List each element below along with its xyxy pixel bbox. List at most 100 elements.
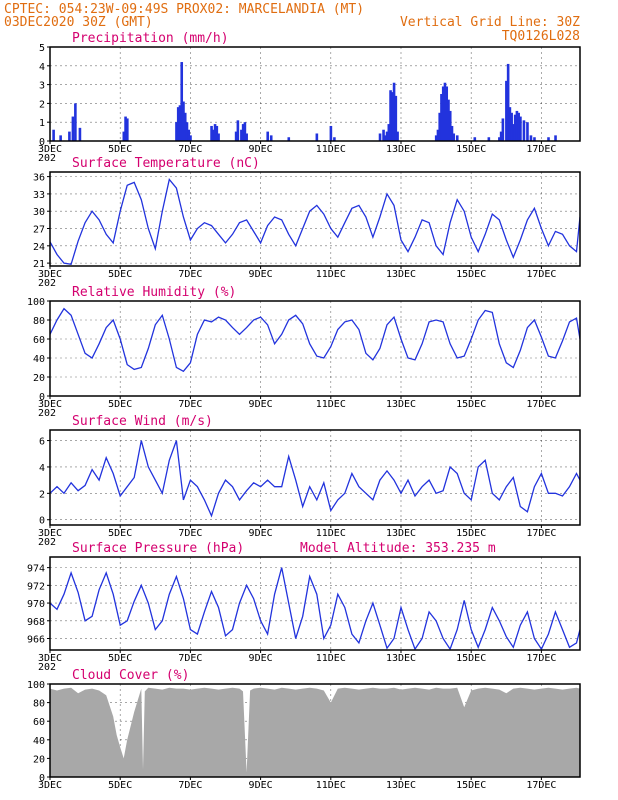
year-label: 202 xyxy=(38,408,56,419)
x-tick-label: 3DEC xyxy=(38,528,62,539)
x-tick-label: 5DEC xyxy=(108,144,132,155)
precip-bar xyxy=(383,135,387,141)
x-tick-label: 9DEC xyxy=(249,144,273,155)
x-tick-label: 11DEC xyxy=(316,653,346,664)
y-tick-label: 80 xyxy=(33,316,45,327)
y-tick-label: 0 xyxy=(39,137,45,148)
x-tick-label: 3DEC xyxy=(38,144,62,155)
precip-bar xyxy=(447,99,450,141)
precip-bar xyxy=(215,125,219,141)
y-tick-label: 2 xyxy=(39,489,45,500)
y-tick-label: 27 xyxy=(33,225,45,236)
precip-bar xyxy=(506,63,510,141)
wind-panel: 0 2 4 6 3DEC 5DEC 7DEC 9DEC 11DEC 13DEC 15DEC 17DEC… xyxy=(38,414,581,548)
header-model-id: TQ0126L028 xyxy=(502,29,580,44)
y-tick-label: 30 xyxy=(33,207,45,218)
precip-bar xyxy=(452,133,456,141)
y-tick-label: 36 xyxy=(33,173,45,184)
y-tick-label: 40 xyxy=(33,354,45,365)
precip-bar xyxy=(240,129,243,141)
header-station: CPTEC: 054:23W-09:49S PROX02: MARCELANDI… xyxy=(4,2,364,17)
precip-bar xyxy=(187,129,191,141)
precip-bar xyxy=(487,137,491,141)
y-tick-label: 20 xyxy=(33,754,45,765)
header-grid-note: Vertical Grid Line: 30Z xyxy=(400,15,580,30)
precip-bar xyxy=(448,110,452,141)
y-tick-label: 4 xyxy=(39,463,45,474)
precip-bar xyxy=(387,124,391,141)
cloud-panel: 0 20 40 60 80 100 3DEC 5DEC 7DEC 9DEC 11DEC 13DEC 15… xyxy=(27,668,581,791)
precip-bar xyxy=(243,122,247,141)
x-tick-label: 15DEC xyxy=(456,528,486,539)
precip-bar xyxy=(389,90,392,141)
precip-bar xyxy=(455,135,459,141)
precip-bar xyxy=(533,137,536,141)
precip-bar xyxy=(236,120,240,141)
precip-bar xyxy=(547,137,550,141)
x-tick-label: 7DEC xyxy=(178,399,202,410)
precip-bar xyxy=(180,62,184,141)
x-tick-label: 5DEC xyxy=(108,528,132,539)
precip-bar xyxy=(515,110,519,141)
pressure-title: Surface Pressure (hPa) xyxy=(72,541,244,556)
x-tick-label: 7DEC xyxy=(178,144,202,155)
x-tick-label: 5DEC xyxy=(108,653,132,664)
x-tick-label: 17DEC xyxy=(526,399,556,410)
precip-bar xyxy=(443,82,447,141)
precip-bar xyxy=(245,133,248,141)
y-tick-label: 0 xyxy=(39,516,45,527)
precip-bar xyxy=(126,118,129,141)
wind-title: Surface Wind (m/s) xyxy=(72,414,213,429)
x-tick-label: 11DEC xyxy=(316,144,346,155)
year-label: 202 xyxy=(38,278,56,289)
x-tick-label: 7DEC xyxy=(178,269,202,280)
x-tick-label: 11DEC xyxy=(316,269,346,280)
precip-bar xyxy=(74,103,77,141)
x-tick-label: 3DEC xyxy=(38,780,62,791)
precip-bar xyxy=(498,137,501,141)
x-tick-label: 5DEC xyxy=(108,780,132,791)
precip-bar xyxy=(513,114,517,141)
precip-bar xyxy=(529,135,533,141)
y-tick-label: 60 xyxy=(33,335,45,346)
temperature-panel: 21 24 27 30 33 36 3DEC 5DEC 7DEC 9DEC 11DEC 13DEC 15… xyxy=(33,156,581,289)
precip-bar xyxy=(71,116,75,141)
x-tick-label: 15DEC xyxy=(456,399,486,410)
x-tick-label: 17DEC xyxy=(526,144,556,155)
x-tick-label: 3DEC xyxy=(38,399,62,410)
x-tick-label: 9DEC xyxy=(249,269,273,280)
y-tick-label: 40 xyxy=(33,736,45,747)
x-tick-label: 13DEC xyxy=(386,528,416,539)
precip-bar xyxy=(210,125,213,141)
precip-bar xyxy=(445,86,449,141)
precip-bar xyxy=(176,107,180,141)
pressure-subtitle: Model Altitude: 353.235 m xyxy=(300,541,496,556)
precip-bar xyxy=(241,124,245,141)
cloud-title: Cloud Cover (%) xyxy=(72,668,189,683)
x-tick-label: 11DEC xyxy=(316,399,346,410)
x-tick-label: 13DEC xyxy=(386,780,416,791)
y-tick-label: 972 xyxy=(27,581,45,592)
precip-bar xyxy=(287,137,291,141)
panel-frame xyxy=(49,171,581,267)
cloud-cover-area xyxy=(50,687,580,777)
precip-bar xyxy=(440,94,443,141)
y-tick-label: 80 xyxy=(33,699,45,710)
x-tick-label: 5DEC xyxy=(108,399,132,410)
x-tick-label: 9DEC xyxy=(249,528,273,539)
header-date: 03DEC2020 30Z (GMT) xyxy=(4,15,153,30)
y-tick-label: 966 xyxy=(27,634,45,645)
y-tick-label: 968 xyxy=(27,617,45,628)
precip-bar xyxy=(212,129,215,141)
y-tick-label: 24 xyxy=(33,242,45,253)
temperature-line xyxy=(50,178,580,266)
x-tick-label: 17DEC xyxy=(526,528,556,539)
precip-bar xyxy=(213,124,217,141)
precip-bar xyxy=(473,137,477,141)
precip-bar xyxy=(517,112,520,141)
precip-bar xyxy=(234,131,238,141)
precip-bar xyxy=(182,101,185,141)
y-tick-label: 100 xyxy=(27,680,45,691)
x-tick-label: 7DEC xyxy=(178,780,202,791)
